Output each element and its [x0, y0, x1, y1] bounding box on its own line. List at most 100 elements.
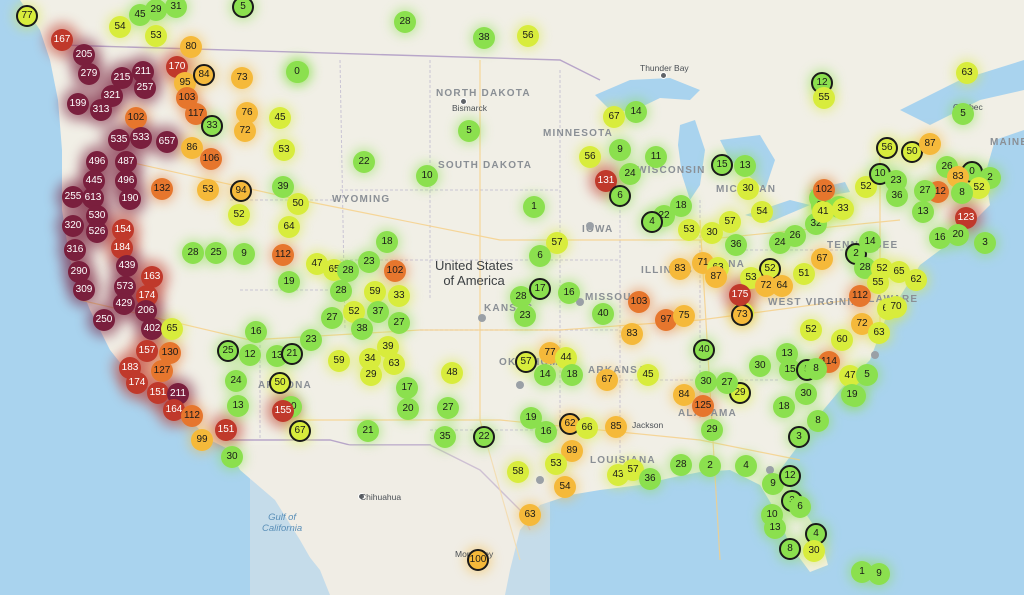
aqi-marker[interactable]: 55 — [867, 272, 889, 294]
aqi-marker[interactable]: 83 — [621, 323, 643, 345]
aqi-marker[interactable]: 20 — [947, 224, 969, 246]
aqi-marker[interactable]: 77 — [16, 5, 38, 27]
aqi-marker[interactable]: 14 — [534, 364, 556, 386]
aqi-marker[interactable]: 86 — [181, 137, 203, 159]
aqi-marker[interactable]: 27 — [388, 312, 410, 334]
aqi-marker[interactable]: 55 — [813, 87, 835, 109]
aqi-marker[interactable]: 31 — [165, 0, 187, 18]
aqi-marker[interactable]: 257 — [134, 77, 156, 99]
aqi-marker[interactable]: 18 — [561, 364, 583, 386]
inactive-station[interactable] — [871, 351, 879, 359]
aqi-marker[interactable]: 48 — [441, 362, 463, 384]
aqi-marker[interactable]: 52 — [800, 319, 822, 341]
aqi-marker[interactable]: 30 — [795, 383, 817, 405]
aqi-marker[interactable]: 28 — [182, 242, 204, 264]
aqi-marker[interactable]: 36 — [639, 468, 661, 490]
aqi-marker[interactable]: 102 — [813, 179, 835, 201]
aqi-marker[interactable]: 41 — [812, 201, 834, 223]
aqi-marker[interactable]: 9 — [868, 563, 890, 585]
aqi-marker[interactable]: 27 — [716, 372, 738, 394]
aqi-marker[interactable]: 33 — [388, 285, 410, 307]
inactive-station[interactable] — [586, 222, 594, 230]
aqi-marker[interactable]: 613 — [82, 187, 104, 209]
aqi-marker[interactable]: 21 — [357, 420, 379, 442]
aqi-marker[interactable]: 73 — [231, 67, 253, 89]
aqi-marker[interactable]: 72 — [851, 313, 873, 335]
aqi-marker[interactable]: 13 — [227, 395, 249, 417]
aqi-marker[interactable]: 313 — [90, 99, 112, 121]
aqi-marker[interactable]: 106 — [200, 148, 222, 170]
aqi-marker[interactable]: 9 — [609, 139, 631, 161]
aqi-marker[interactable]: 80 — [180, 36, 202, 58]
aqi-marker[interactable]: 63 — [956, 62, 978, 84]
aqi-marker[interactable]: 17 — [396, 377, 418, 399]
aqi-marker[interactable]: 62 — [905, 269, 927, 291]
aqi-marker[interactable]: 112 — [272, 244, 294, 266]
aqi-marker[interactable]: 67 — [596, 369, 618, 391]
aqi-marker[interactable]: 33 — [201, 115, 223, 137]
aqi-marker[interactable]: 57 — [622, 459, 644, 481]
aqi-marker[interactable]: 496 — [86, 151, 108, 173]
aqi-marker[interactable]: 1 — [523, 196, 545, 218]
aqi-marker[interactable]: 23 — [358, 251, 380, 273]
aqi-marker[interactable]: 8 — [805, 358, 827, 380]
aqi-marker[interactable]: 445 — [83, 170, 105, 192]
aqi-marker[interactable]: 127 — [151, 360, 173, 382]
aqi-marker[interactable]: 12 — [779, 465, 801, 487]
aqi-marker[interactable]: 40 — [592, 303, 614, 325]
aqi-marker[interactable]: 84 — [673, 384, 695, 406]
aqi-marker[interactable]: 57 — [515, 351, 537, 373]
aqi-marker[interactable]: 27 — [437, 397, 459, 419]
aqi-marker[interactable]: 85 — [605, 416, 627, 438]
aqi-marker[interactable]: 60 — [831, 329, 853, 351]
aqi-marker[interactable]: 526 — [86, 221, 108, 243]
aqi-marker[interactable]: 103 — [628, 291, 650, 313]
aqi-marker[interactable]: 67 — [811, 248, 833, 270]
aqi-marker[interactable]: 65 — [888, 261, 910, 283]
aqi-marker[interactable]: 290 — [68, 261, 90, 283]
aqi-marker[interactable]: 47 — [839, 365, 861, 387]
aqi-marker[interactable]: 64 — [278, 216, 300, 238]
aqi-marker[interactable]: 52 — [343, 301, 365, 323]
aqi-marker[interactable]: 6 — [789, 496, 811, 518]
aqi-marker[interactable]: 38 — [473, 27, 495, 49]
aqi-marker[interactable]: 3 — [974, 232, 996, 254]
aqi-marker[interactable]: 70 — [885, 296, 907, 318]
aqi-marker[interactable]: 54 — [751, 201, 773, 223]
aqi-marker[interactable]: 439 — [116, 255, 138, 277]
aqi-marker[interactable]: 174 — [126, 372, 148, 394]
aqi-marker[interactable]: 12 — [239, 344, 261, 366]
aqi-marker[interactable]: 30 — [695, 371, 717, 393]
aqi-marker[interactable]: 23 — [300, 329, 322, 351]
aqi-marker[interactable]: 66 — [576, 417, 598, 439]
aqi-marker[interactable]: 83 — [669, 258, 691, 280]
aqi-marker[interactable]: 24 — [619, 163, 641, 185]
inactive-station[interactable] — [576, 298, 584, 306]
aqi-marker[interactable]: 102 — [384, 260, 406, 282]
aqi-marker[interactable]: 16 — [245, 321, 267, 343]
aqi-marker[interactable]: 10 — [416, 165, 438, 187]
aqi-marker[interactable]: 309 — [73, 279, 95, 301]
aqi-marker[interactable]: 56 — [876, 137, 898, 159]
aqi-marker[interactable]: 22 — [473, 426, 495, 448]
aqi-marker[interactable]: 163 — [141, 266, 163, 288]
aqi-marker[interactable]: 22 — [353, 151, 375, 173]
aqi-marker[interactable]: 5 — [952, 103, 974, 125]
aqi-marker[interactable]: 53 — [145, 25, 167, 47]
aqi-marker[interactable]: 28 — [510, 286, 532, 308]
aqi-marker[interactable]: 13 — [912, 201, 934, 223]
aqi-marker[interactable]: 45 — [269, 107, 291, 129]
aqi-marker[interactable]: 64 — [771, 275, 793, 297]
aqi-marker[interactable]: 14 — [859, 231, 881, 253]
aqi-marker[interactable]: 52 — [968, 177, 990, 199]
aqi-marker[interactable]: 184 — [111, 237, 133, 259]
aqi-marker[interactable]: 87 — [919, 133, 941, 155]
aqi-marker[interactable]: 0 — [286, 61, 308, 83]
aqi-marker[interactable]: 59 — [328, 350, 350, 372]
aqi-marker[interactable]: 30 — [701, 222, 723, 244]
aqi-marker[interactable]: 45 — [637, 364, 659, 386]
aqi-marker[interactable]: 23 — [514, 305, 536, 327]
aqi-marker[interactable]: 157 — [136, 340, 158, 362]
aqi-marker[interactable]: 18 — [773, 396, 795, 418]
aqi-marker[interactable]: 1 — [851, 561, 873, 583]
